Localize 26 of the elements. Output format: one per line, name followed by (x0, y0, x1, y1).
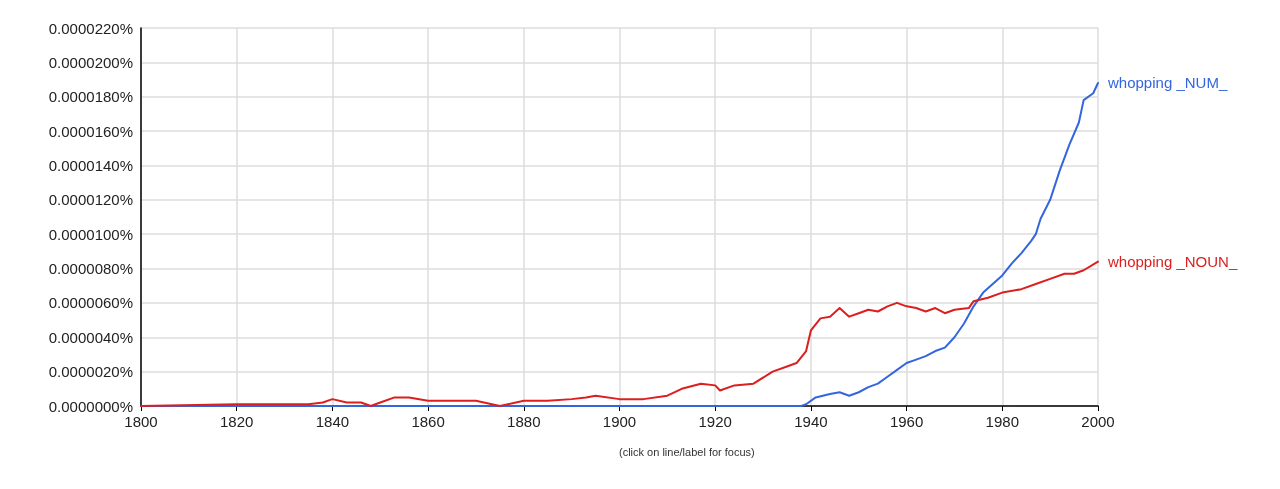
x-tick-label: 1900 (602, 413, 637, 430)
series-label: whopping _NOUN_ (1107, 253, 1238, 271)
y-tick-label: 0.0000140% (48, 156, 133, 174)
y-tick-label: 0.0000000% (48, 397, 133, 415)
x-tick-label: 1840 (315, 413, 350, 430)
y-tick-label: 0.0000060% (48, 294, 133, 312)
y-tick-label: 0.0000160% (48, 122, 133, 140)
x-tick-label: 1940 (794, 413, 828, 430)
text: (click on line/label for focus) (618, 445, 755, 458)
y-tick-label: 0.0000120% (48, 191, 133, 209)
y-tick-label: 0.0000200% (48, 53, 133, 71)
x-tick-label: 2000 (1081, 413, 1115, 430)
x-tick-label: 1880 (507, 413, 541, 430)
x-tick-label: 1980 (985, 413, 1019, 430)
x-tick-label: 1820 (220, 413, 254, 430)
y-tick-label: 0.0000040% (48, 328, 133, 346)
x-tick-label: 1920 (698, 413, 732, 430)
y-tick-label: 0.0000180% (48, 88, 133, 106)
x-tick-label: 1800 (124, 413, 158, 430)
x-tick-label: 1960 (889, 413, 924, 430)
y-tick-label: 0.0000080% (48, 260, 133, 278)
series-label: whopping _NUM_ (1107, 74, 1228, 92)
y-tick-label: 0.0000020% (48, 363, 133, 381)
y-tick-label: 0.0000100% (48, 225, 133, 243)
y-tick-label: 0.0000220% (48, 19, 133, 37)
x-tick-label: 1860 (411, 413, 445, 430)
